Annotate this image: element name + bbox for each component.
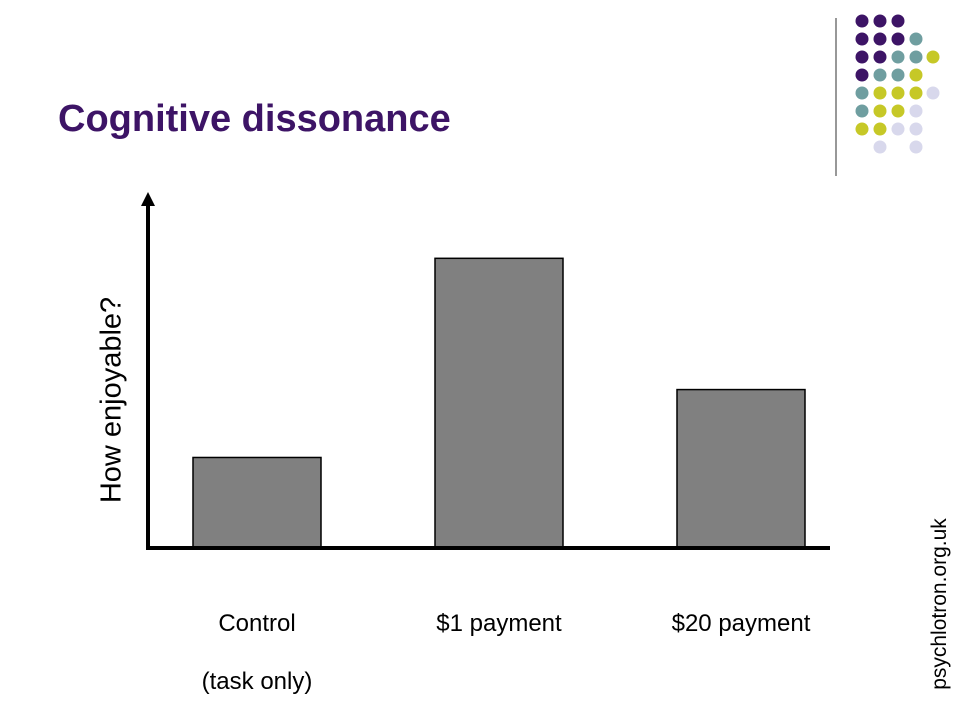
bar-2: [676, 388, 806, 549]
category-label-2: $20 payment: [631, 595, 851, 653]
y-axis-arrowhead: [141, 192, 155, 206]
category-label-line: Control: [218, 610, 296, 637]
category-label-line: $20 payment: [671, 610, 811, 637]
bar-0: [192, 456, 322, 549]
credit-text: psychlotron.org.uk: [928, 518, 951, 690]
category-label-line: (task only): [201, 668, 313, 695]
category-label-1: $1 payment: [389, 595, 609, 653]
category-label-line: $1 payment: [436, 610, 562, 637]
bar-1: [434, 257, 564, 549]
y-axis-label: How enjoyable?: [95, 296, 128, 504]
slide-title: Cognitive dissonance: [58, 98, 451, 140]
category-label-0: Control (task only): [147, 595, 367, 711]
